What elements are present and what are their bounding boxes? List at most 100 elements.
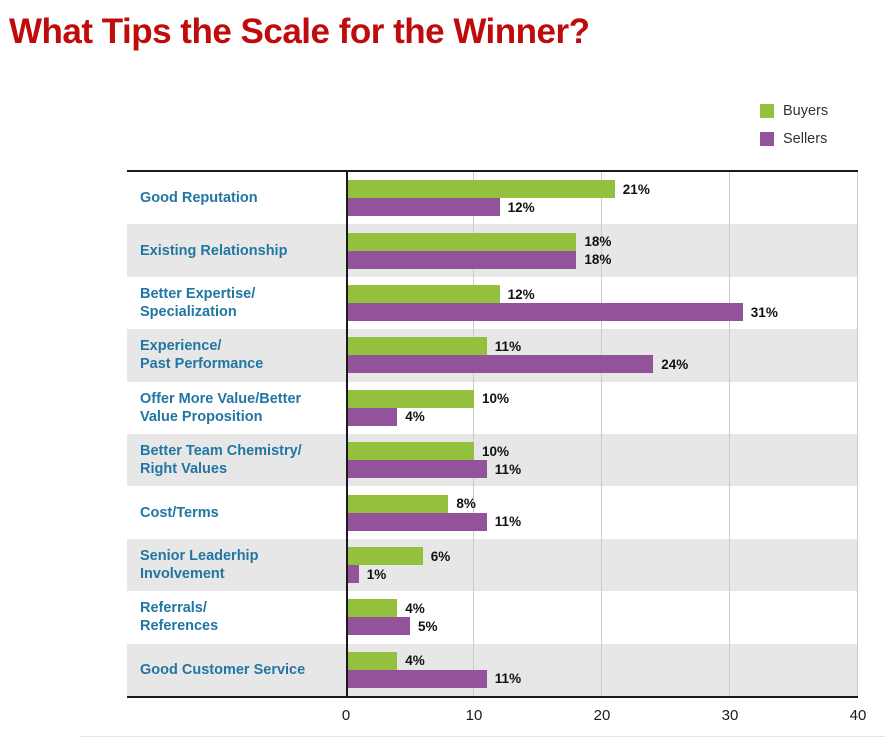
bar-value-label: 24% — [661, 356, 689, 372]
zero-axis-line — [346, 172, 348, 696]
sellers-bar — [346, 198, 500, 217]
sellers-bar-line: 11% — [346, 512, 858, 531]
buyers-bar — [346, 389, 474, 408]
category-cell: Offer More Value/Better Value Propositio… — [127, 382, 346, 434]
legend-label: Sellers — [783, 131, 828, 147]
legend-label: Buyers — [783, 103, 829, 119]
gridline-10 — [473, 172, 474, 696]
bar-value-label: 1% — [366, 566, 387, 582]
chart-title: What Tips the Scale for the Winner? — [9, 12, 590, 51]
sellers-bar-line: 24% — [346, 355, 858, 374]
bar-value-label: 18% — [584, 252, 612, 268]
buyers-bar — [346, 232, 577, 251]
chart-row: Offer More Value/Better Value Propositio… — [127, 382, 858, 434]
category-cell: Senior Leaderhip Involvement — [127, 539, 346, 591]
bar-value-label: 12% — [507, 199, 535, 215]
slide-edge-line — [80, 736, 885, 737]
plot-cell: 12% 31% — [346, 277, 858, 329]
plot-cell: 21% 12% — [346, 172, 858, 224]
bar-value-label: 12% — [507, 286, 535, 302]
chart-row: Cost/Terms 8% 11% — [127, 486, 858, 538]
category-label: Cost/Terms — [140, 504, 219, 521]
category-cell: Good Reputation — [127, 172, 346, 224]
category-label: Offer More Value/Better Value Propositio… — [140, 390, 302, 425]
bar-value-label: 4% — [405, 653, 425, 669]
sellers-bar-line: 11% — [346, 460, 858, 479]
buyers-bar-line: 10% — [346, 389, 858, 408]
sellers-bar-line: 11% — [346, 669, 858, 688]
chart-row: Senior Leaderhip Involvement 6% 1% — [127, 538, 858, 592]
sellers-swatch-icon — [760, 132, 774, 146]
buyers-bar — [346, 599, 398, 618]
x-tick-label: 10 — [465, 707, 483, 724]
plot-cell: 8% 11% — [346, 486, 858, 538]
sellers-bar-line: 12% — [346, 198, 858, 217]
bar-value-label: 11% — [494, 338, 522, 354]
gridline-20 — [601, 172, 602, 696]
sellers-bar-line: 4% — [346, 407, 858, 426]
buyers-bar-line: 10% — [346, 442, 858, 461]
buyers-bar-line: 8% — [346, 494, 858, 513]
sellers-bar-line: 31% — [346, 303, 858, 322]
category-label: Good Reputation — [140, 190, 258, 207]
bar-value-label: 4% — [405, 409, 425, 425]
chart-row: Experience/ Past Performance 11% 24% — [127, 329, 858, 382]
buyers-swatch-icon — [760, 104, 774, 118]
bar-value-label: 21% — [622, 181, 650, 197]
plot-cell: 4% 11% — [346, 644, 858, 696]
bar-chart: Good Reputation 21% 12% Existing Relationsh… — [127, 170, 858, 698]
plot-cell: 10% 11% — [346, 434, 858, 486]
category-label: Better Team Chemistry/ Right Values — [140, 443, 302, 478]
chart-row: Good Customer Service 4% 11% — [127, 643, 858, 697]
plot-cell: 6% 1% — [346, 539, 858, 591]
buyers-bar — [346, 180, 615, 199]
category-label: Good Customer Service — [140, 661, 306, 678]
category-label: Better Expertise/ Specialization — [140, 285, 256, 321]
sellers-bar — [346, 512, 487, 531]
bar-value-label: 10% — [482, 391, 510, 407]
category-label: Referrals/ References — [140, 600, 219, 635]
buyers-bar — [346, 337, 487, 356]
legend-item-buyers: Buyers — [760, 103, 828, 119]
category-cell: Good Customer Service — [127, 644, 346, 696]
bar-value-label: 11% — [494, 671, 522, 687]
x-axis: 0 10 20 30 40 — [127, 700, 867, 728]
buyers-bar — [346, 494, 449, 513]
sellers-bar — [346, 460, 487, 479]
sellers-bar — [346, 669, 487, 688]
buyers-bar-line: 4% — [346, 651, 858, 670]
buyers-bar-line: 18% — [346, 232, 858, 251]
category-cell: Experience/ Past Performance — [127, 329, 346, 381]
plot-cell: 18% 18% — [346, 224, 858, 276]
bar-value-label: 11% — [494, 514, 522, 530]
gridline-40 — [857, 172, 858, 696]
plot-cell: 4% 5% — [346, 591, 858, 643]
category-label: Experience/ Past Performance — [140, 338, 264, 373]
bar-value-label: 31% — [750, 304, 778, 320]
category-label: Senior Leaderhip Involvement — [140, 547, 259, 583]
buyers-bar — [346, 285, 500, 304]
chart-row: Better Expertise/ Specialization 12% 31% — [127, 277, 858, 329]
plot-cell: 11% 24% — [346, 329, 858, 381]
sellers-bar — [346, 565, 359, 584]
bar-value-label: 8% — [456, 496, 476, 512]
bar-value-label: 6% — [430, 548, 451, 564]
legend-item-sellers: Sellers — [760, 131, 828, 147]
category-cell: Referrals/ References — [127, 591, 346, 643]
x-tick-label: 40 — [849, 707, 867, 724]
category-label: Existing Relationship — [140, 242, 288, 259]
buyers-bar — [346, 442, 474, 461]
sellers-bar — [346, 250, 577, 269]
category-cell: Better Team Chemistry/ Right Values — [127, 434, 346, 486]
buyers-bar-line: 4% — [346, 599, 858, 618]
category-cell: Existing Relationship — [127, 224, 346, 276]
category-cell: Cost/Terms — [127, 486, 346, 538]
chart-row: Better Team Chemistry/ Right Values 10% 11… — [127, 434, 858, 487]
bar-value-label: 4% — [405, 600, 425, 616]
sellers-bar — [346, 407, 398, 426]
plot-cell: 10% 4% — [346, 382, 858, 434]
buyers-bar — [346, 547, 423, 566]
buyers-bar-line: 11% — [346, 337, 858, 356]
chart-row: Good Reputation 21% 12% — [127, 172, 858, 224]
